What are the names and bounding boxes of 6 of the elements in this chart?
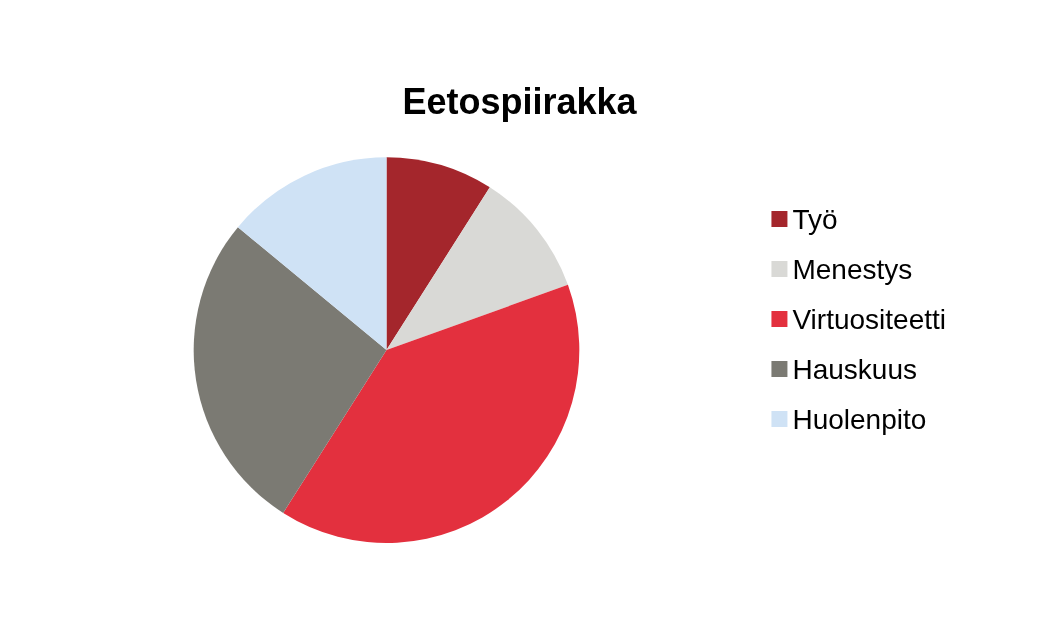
legend-label: Menestys <box>792 253 913 285</box>
legend-label: Työ <box>792 203 838 235</box>
chart-title: Eetospiirakka <box>402 80 638 122</box>
legend-label: Huolenpito <box>792 403 927 435</box>
legend-label: Virtuositeetti <box>792 303 946 335</box>
legend-label: Hauskuus <box>792 353 917 385</box>
